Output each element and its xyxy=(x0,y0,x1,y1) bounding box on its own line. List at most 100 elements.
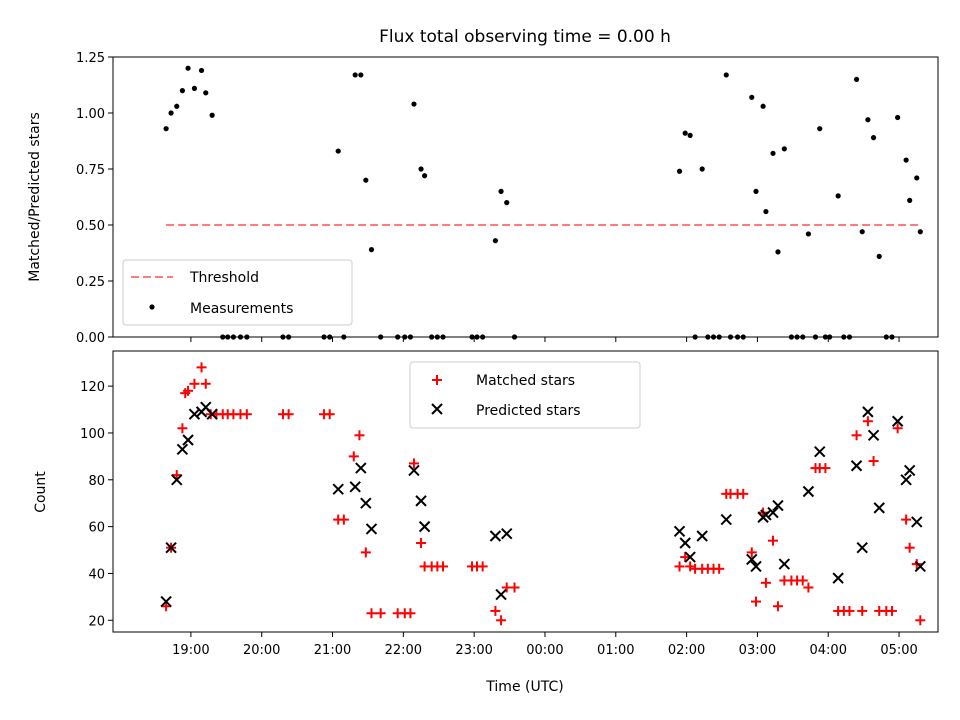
x-tick-label: 22:00 xyxy=(385,643,422,658)
x-axis-label: Time (UTC) xyxy=(485,679,563,695)
measurement-point xyxy=(770,150,776,156)
measurement-point xyxy=(335,148,341,154)
measurement-point xyxy=(682,130,688,136)
predicted-stars-point xyxy=(360,497,372,509)
top-legend: Threshold Measurements xyxy=(122,259,353,326)
predicted-stars-point-b xyxy=(679,537,691,549)
measurement-point xyxy=(859,229,865,235)
matched-stars-point xyxy=(862,416,873,427)
predicted-stars-point-b xyxy=(495,588,507,601)
predicted-stars-point-b xyxy=(891,415,904,427)
predicted-stars-point-b xyxy=(873,502,885,514)
matched-stars-point xyxy=(760,577,771,588)
measurement-point xyxy=(763,208,769,215)
measurement-point xyxy=(368,247,375,253)
predicted-stars-point xyxy=(903,464,916,477)
matched-stars-point xyxy=(496,615,507,626)
predicted-stars-point-b xyxy=(349,481,361,493)
predicted-stars-point xyxy=(814,445,826,458)
legend-matched-label: Matched stars xyxy=(476,373,575,389)
top-plot-area: 0.00 0.25 0.50 0.75 1.00 1.25 Threshold Measure… xyxy=(76,51,939,346)
predicted-stars-point xyxy=(673,525,686,538)
predicted-stars-point xyxy=(696,530,708,542)
measurement-point xyxy=(870,135,877,141)
predicted-stars-point xyxy=(802,485,815,498)
predicted-stars-point-b xyxy=(165,541,177,554)
matched-stars-point xyxy=(416,538,427,549)
matched-stars-point xyxy=(768,535,778,546)
measurement-point xyxy=(817,126,823,132)
predicted-stars-point xyxy=(206,408,218,420)
predicted-stars-point-b xyxy=(767,506,779,519)
legend-predicted-label: Predicted stars xyxy=(476,403,581,419)
matched-stars-point xyxy=(375,608,386,619)
predicted-stars-point-b xyxy=(182,434,194,446)
matched-stars-point xyxy=(366,608,377,619)
x-tick-label: 21:00 xyxy=(314,643,351,658)
predicted-stars-point xyxy=(684,551,696,563)
predicted-stars-point xyxy=(495,588,507,601)
predicted-stars-point-b xyxy=(750,560,762,573)
measurement-point xyxy=(753,188,759,194)
matched-stars-point xyxy=(738,488,749,499)
measurement-point xyxy=(418,166,424,172)
matched-stars-point xyxy=(196,362,207,373)
bottom-y-axis-label: Count xyxy=(33,471,49,513)
matched-stars-point xyxy=(509,582,520,593)
x-tick-label: 00:00 xyxy=(526,643,563,658)
predicted-stars-point xyxy=(873,502,885,514)
x-tick-label: 01:00 xyxy=(597,643,634,658)
measurement-point xyxy=(676,168,683,174)
x-tick-label: 20:00 xyxy=(243,643,280,658)
predicted-stars-point xyxy=(365,523,378,535)
predicted-stars-point-b xyxy=(802,485,815,498)
matched-stars-point xyxy=(904,542,915,553)
matched-stars-point xyxy=(177,423,188,434)
matched-stars-point xyxy=(241,409,252,420)
measurement-point xyxy=(835,193,841,199)
predicted-stars-point-b xyxy=(862,406,874,418)
matched-stars-point xyxy=(844,605,855,616)
predicted-stars-point-b xyxy=(206,408,218,420)
predicted-stars-point xyxy=(832,572,844,584)
predicted-stars-point-b xyxy=(489,530,502,542)
predicted-stars-point xyxy=(772,499,784,512)
predicted-stars-point xyxy=(679,537,691,549)
predicted-stars-point-b xyxy=(720,513,732,526)
predicted-stars-point-b xyxy=(408,464,420,477)
predicted-stars-point xyxy=(182,434,194,446)
matched-stars-point xyxy=(851,430,862,441)
x-tick-label: 23:00 xyxy=(455,643,492,658)
bottom-y-tick-label: 40 xyxy=(88,567,105,582)
matched-stars-point xyxy=(283,409,294,420)
x-tick-label: 05:00 xyxy=(880,643,917,658)
measurement-point xyxy=(805,231,812,237)
predicted-stars-point xyxy=(778,558,791,570)
measurement-point xyxy=(168,110,174,116)
measurement-point xyxy=(498,188,504,194)
predicted-stars-point-b xyxy=(332,483,344,495)
legend-predicted-swatch-b xyxy=(431,403,443,415)
predicted-stars-point xyxy=(418,520,431,533)
matched-stars-point xyxy=(405,608,416,619)
predicted-stars-point xyxy=(408,464,420,477)
measurement-point xyxy=(174,103,180,109)
predicted-stars-point xyxy=(850,460,863,472)
predicted-stars-point xyxy=(489,530,502,542)
predicted-stars-point-b xyxy=(418,520,431,533)
matched-stars-point xyxy=(892,423,903,434)
predicted-stars-point xyxy=(160,595,172,608)
top-y-tick-label: 1.00 xyxy=(76,107,105,122)
top-axes-frame xyxy=(112,56,939,338)
measurement-point xyxy=(687,132,693,138)
matched-stars-point xyxy=(714,563,725,574)
measurement-point xyxy=(352,72,358,78)
x-tick-label: 02:00 xyxy=(668,643,705,658)
measurement-point xyxy=(723,72,729,78)
predicted-stars-point-b xyxy=(415,495,427,507)
bottom-plot-area: 20 40 60 80 100 120 19:00 20:00 21:00 22:00 23:00 0… xyxy=(80,350,939,658)
bottom-y-tick-label: 80 xyxy=(88,474,105,489)
predicted-stars-point xyxy=(750,560,762,573)
predicted-stars-point xyxy=(900,474,912,486)
